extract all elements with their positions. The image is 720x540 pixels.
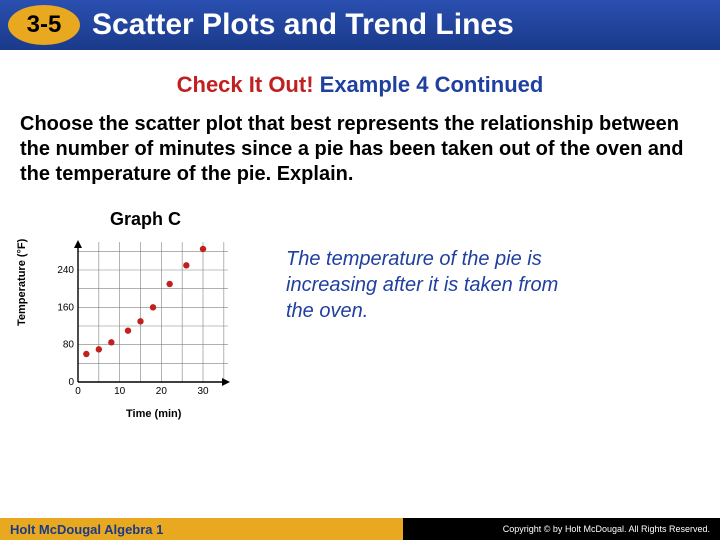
- graph-label: Graph C: [110, 209, 720, 230]
- svg-text:30: 30: [197, 386, 209, 397]
- y-axis-label: Temperature (°F): [16, 239, 28, 326]
- header-bar: 3-5 Scatter Plots and Trend Lines: [0, 0, 720, 50]
- explanation-text: The temperature of the pie is increasing…: [286, 246, 586, 324]
- footer-left: Holt McDougal Algebra 1: [0, 518, 403, 540]
- svg-text:0: 0: [75, 386, 81, 397]
- svg-text:80: 80: [63, 340, 75, 351]
- svg-text:0: 0: [68, 377, 74, 388]
- chart-svg: 0 10 20 30 0 80 160 240: [54, 236, 234, 406]
- footer: Holt McDougal Algebra 1 Copyright © by H…: [0, 518, 720, 540]
- lesson-badge: 3-5: [8, 5, 80, 45]
- svg-text:10: 10: [114, 386, 126, 397]
- subtitle-part2: Example 4 Continued: [314, 72, 544, 97]
- x-axis-label: Time (min): [126, 408, 181, 420]
- subtitle-part1: Check It Out!: [177, 72, 314, 97]
- question-text: Choose the scatter plot that best repres…: [20, 112, 700, 187]
- svg-text:240: 240: [57, 265, 74, 276]
- svg-text:20: 20: [156, 386, 168, 397]
- header-title: Scatter Plots and Trend Lines: [92, 8, 514, 42]
- footer-right: Copyright © by Holt McDougal. All Rights…: [403, 518, 720, 540]
- subtitle: Check It Out! Example 4 Continued: [0, 72, 720, 98]
- lesson-number: 3-5: [27, 11, 62, 39]
- content-row: Temperature (°F) 0102030080160240 Time (…: [0, 236, 720, 416]
- svg-text:160: 160: [57, 302, 74, 313]
- scatter-chart: Temperature (°F) 0102030080160240 Time (…: [26, 236, 236, 416]
